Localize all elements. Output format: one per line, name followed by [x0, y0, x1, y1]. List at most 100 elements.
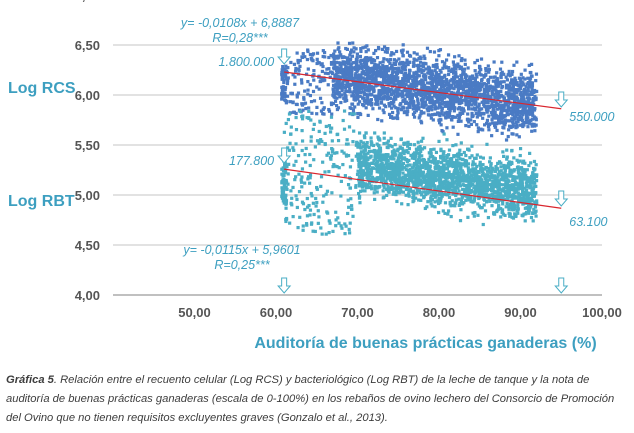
- data-point: [473, 79, 477, 83]
- data-point: [385, 89, 389, 93]
- data-point: [375, 163, 379, 167]
- data-point: [458, 148, 462, 152]
- data-point: [495, 209, 499, 214]
- data-point: [478, 160, 482, 164]
- data-point: [320, 101, 324, 105]
- data-point: [495, 167, 500, 171]
- data-point: [384, 105, 388, 109]
- data-point: [349, 112, 353, 116]
- data-point: [516, 89, 520, 93]
- data-point: [369, 149, 374, 153]
- data-point: [435, 162, 439, 166]
- data-point: [332, 57, 336, 61]
- data-point: [433, 158, 437, 162]
- data-point: [473, 210, 477, 215]
- data-point: [286, 66, 290, 70]
- data-point: [487, 95, 491, 99]
- data-point: [340, 75, 344, 79]
- data-point: [383, 172, 387, 177]
- data-point: [426, 190, 430, 194]
- data-point: [323, 131, 327, 135]
- data-point: [312, 99, 317, 103]
- data-point: [482, 167, 486, 171]
- data-point: [280, 73, 284, 77]
- data-point: [339, 64, 343, 68]
- data-point: [443, 61, 447, 65]
- data-point: [363, 189, 367, 193]
- data-point: [299, 180, 304, 184]
- data-point: [491, 110, 495, 114]
- data-point: [451, 125, 455, 129]
- data-point: [418, 151, 422, 156]
- data-point: [345, 56, 350, 60]
- data-point: [383, 50, 387, 54]
- data-point: [528, 78, 532, 82]
- data-point: [499, 115, 504, 119]
- data-point: [377, 92, 381, 96]
- data-point: [449, 69, 453, 73]
- data-point: [369, 178, 373, 182]
- data-point: [280, 167, 284, 171]
- data-point: [523, 168, 527, 172]
- data-point: [381, 178, 386, 182]
- data-point: [374, 185, 378, 189]
- data-point: [444, 185, 448, 189]
- data-point: [339, 67, 343, 71]
- data-point: [507, 119, 512, 123]
- data-point: [444, 183, 448, 187]
- data-point: [315, 139, 320, 143]
- data-point: [404, 100, 409, 104]
- data-point: [514, 190, 518, 194]
- data-point: [450, 179, 454, 184]
- data-point: [325, 153, 329, 157]
- data-point: [446, 95, 450, 99]
- data-point: [534, 214, 538, 218]
- data-point: [492, 60, 496, 64]
- data-point: [301, 228, 305, 232]
- data-point: [484, 96, 489, 100]
- data-point: [424, 166, 428, 171]
- data-point: [355, 172, 360, 177]
- data-point: [480, 173, 484, 177]
- data-point: [393, 94, 397, 98]
- data-point: [382, 185, 386, 190]
- data-point: [296, 225, 300, 230]
- data-point: [386, 184, 390, 188]
- data-point: [409, 153, 413, 157]
- data-point: [459, 141, 463, 145]
- data-point: [531, 176, 535, 180]
- data-point: [458, 167, 463, 171]
- data-point: [416, 99, 420, 103]
- data-point: [441, 184, 445, 188]
- data-point: [490, 169, 494, 174]
- data-point: [428, 49, 432, 54]
- data-point: [496, 116, 500, 120]
- data-point: [475, 58, 479, 63]
- data-point: [361, 181, 365, 186]
- data-point: [289, 132, 293, 136]
- data-point: [521, 83, 526, 87]
- data-point: [383, 154, 388, 159]
- data-point: [366, 65, 370, 69]
- data-point: [304, 72, 309, 76]
- data-point: [471, 211, 475, 215]
- data-point: [396, 162, 400, 166]
- data-point: [396, 94, 400, 98]
- series-label: Log RCS: [8, 80, 76, 97]
- data-point: [484, 192, 488, 196]
- data-point: [419, 60, 423, 64]
- data-point: [303, 152, 307, 157]
- data-point: [415, 176, 419, 180]
- data-point: [406, 76, 410, 81]
- data-point: [433, 69, 437, 73]
- data-point: [474, 94, 478, 98]
- data-point: [485, 110, 489, 114]
- data-point: [294, 115, 298, 120]
- data-point: [433, 172, 437, 176]
- data-point: [414, 183, 419, 187]
- data-point: [457, 197, 461, 201]
- x-tick-label: 80,00: [423, 305, 456, 320]
- data-point: [283, 98, 287, 102]
- data-point: [388, 104, 392, 108]
- data-point: [366, 96, 370, 100]
